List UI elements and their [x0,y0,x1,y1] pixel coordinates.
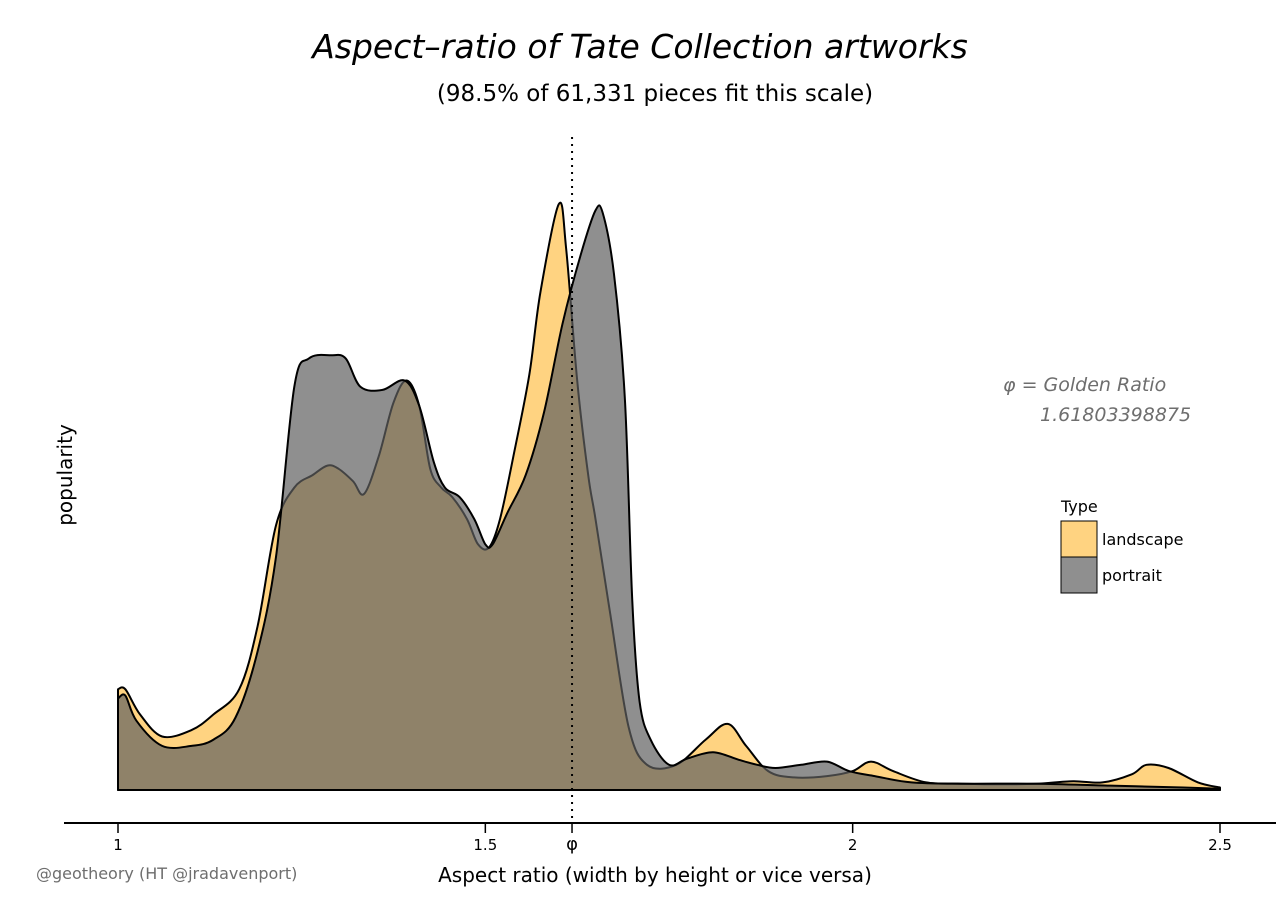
x-axis-ticks: 1 1.5 φ 2 2.5 [113,823,1232,855]
legend-label-landscape: landscape [1102,530,1183,549]
x-tick-label: 1 [113,836,123,854]
x-tick-label: 1.5 [473,836,497,854]
density-area-portrait [117,204,1221,791]
plot-area [117,137,1221,823]
x-tick-label: φ [566,834,578,855]
legend: Type landscape portrait [1060,497,1183,594]
credit-text: @geotheory (HT @jradavenport) [36,864,297,883]
legend-swatch-landscape [1060,520,1098,558]
x-axis-label: Aspect ratio (width by height or vice ve… [438,863,872,887]
golden-ratio-annotation: φ = Golden Ratio [1003,374,1166,396]
chart-subtitle: (98.5% of 61,331 pieces fit this scale) [437,81,873,107]
chart-title: Aspect–ratio of Tate Collection artworks [310,27,968,66]
legend-label-portrait: portrait [1102,566,1162,585]
y-axis-label: popularity [53,424,77,526]
legend-swatch-portrait [1060,556,1098,594]
legend-title: Type [1060,497,1098,516]
golden-ratio-value: 1.61803398875 [1040,404,1191,426]
x-tick-label: 2 [848,836,858,854]
x-tick-label: 2.5 [1208,836,1232,854]
